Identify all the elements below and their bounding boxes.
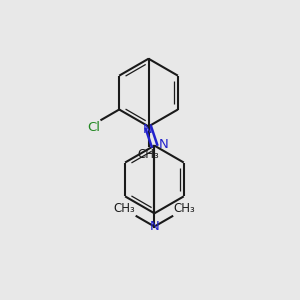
Text: CH₃: CH₃ xyxy=(174,202,196,215)
Text: CH₃: CH₃ xyxy=(138,148,159,161)
Text: N: N xyxy=(159,138,169,151)
Text: CH₃: CH₃ xyxy=(113,202,135,215)
Text: Cl: Cl xyxy=(87,121,100,134)
Text: N: N xyxy=(149,220,159,233)
Text: N: N xyxy=(143,123,153,136)
